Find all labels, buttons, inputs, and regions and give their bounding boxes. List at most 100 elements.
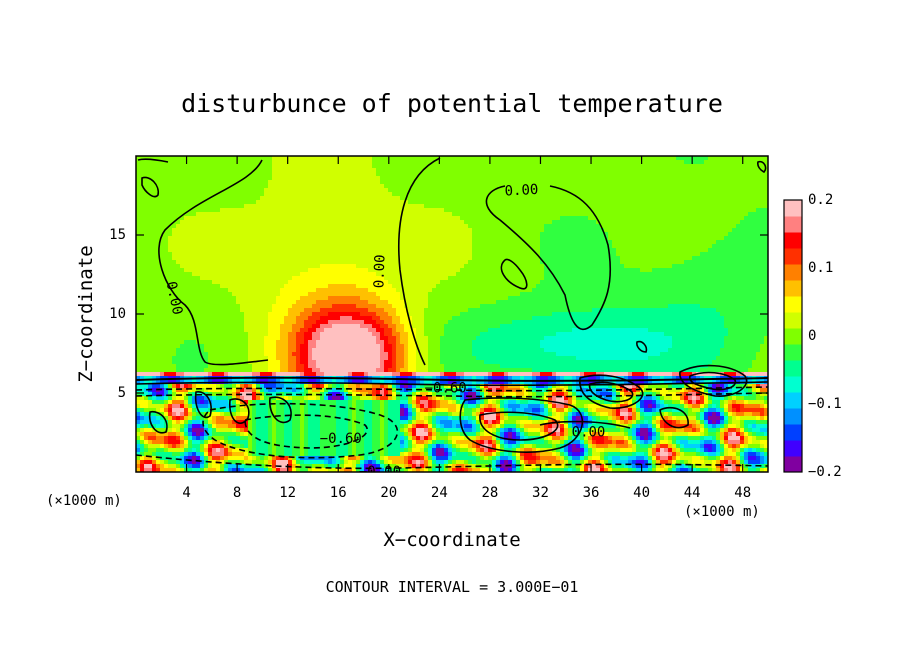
heatmap-cell bbox=[424, 188, 428, 192]
heatmap-cell bbox=[220, 192, 224, 196]
heatmap-cell bbox=[244, 196, 248, 200]
heatmap-cell bbox=[432, 248, 436, 252]
heatmap-cell bbox=[480, 280, 484, 284]
heatmap-cell bbox=[284, 164, 288, 168]
heatmap-cell bbox=[708, 220, 712, 224]
heatmap-cell bbox=[260, 260, 264, 264]
heatmap-cell bbox=[388, 208, 392, 212]
heatmap-cell bbox=[620, 160, 624, 164]
heatmap-cell bbox=[660, 264, 664, 268]
heatmap-cell bbox=[248, 192, 252, 196]
heatmap-cell bbox=[220, 260, 224, 264]
heatmap-cell bbox=[504, 268, 508, 272]
heatmap-cell bbox=[624, 212, 628, 216]
heatmap-cell bbox=[528, 200, 532, 204]
heatmap-cell bbox=[588, 208, 592, 212]
heatmap-cell bbox=[704, 208, 708, 212]
heatmap-cell bbox=[268, 248, 272, 252]
heatmap-cell bbox=[540, 264, 544, 268]
heatmap-cell bbox=[624, 268, 628, 272]
heatmap-cell bbox=[540, 184, 544, 188]
heatmap-cell bbox=[368, 248, 372, 252]
heatmap-cell bbox=[744, 192, 748, 196]
heatmap-cell bbox=[324, 220, 328, 224]
heatmap-cell bbox=[136, 224, 140, 228]
heatmap-cell bbox=[240, 200, 244, 204]
heatmap-cell bbox=[400, 176, 404, 180]
heatmap-cell bbox=[396, 208, 400, 212]
heatmap-cell bbox=[568, 236, 572, 240]
heatmap-cell bbox=[584, 216, 588, 220]
heatmap-cell bbox=[560, 192, 564, 196]
heatmap-cell bbox=[432, 264, 436, 268]
heatmap-cell bbox=[240, 188, 244, 192]
heatmap-cell bbox=[688, 236, 692, 240]
heatmap-cell bbox=[388, 268, 392, 272]
heatmap-cell bbox=[196, 180, 200, 184]
heatmap-cell bbox=[140, 236, 144, 240]
heatmap-cell bbox=[568, 168, 572, 172]
heatmap-cell bbox=[396, 272, 400, 276]
heatmap-cell bbox=[192, 180, 196, 184]
heatmap-cell bbox=[724, 276, 728, 280]
heatmap-cell bbox=[260, 220, 264, 224]
heatmap-cell bbox=[348, 164, 352, 168]
heatmap-cell bbox=[344, 196, 348, 200]
heatmap-cell bbox=[264, 224, 268, 228]
heatmap-cell bbox=[708, 244, 712, 248]
heatmap-cell bbox=[720, 276, 724, 280]
heatmap-cell bbox=[480, 228, 484, 232]
heatmap-cell bbox=[272, 252, 276, 256]
heatmap-cell bbox=[644, 176, 648, 180]
heatmap-cell bbox=[196, 208, 200, 212]
heatmap-cell bbox=[360, 212, 364, 216]
heatmap-cell bbox=[544, 240, 548, 244]
heatmap-cell bbox=[284, 172, 288, 176]
heatmap-cell bbox=[604, 260, 608, 264]
heatmap-cell bbox=[740, 248, 744, 252]
heatmap-cell bbox=[564, 216, 568, 220]
heatmap-cell bbox=[316, 184, 320, 188]
heatmap-cell bbox=[624, 208, 628, 212]
heatmap-cell bbox=[436, 260, 440, 264]
heatmap-cell bbox=[616, 176, 620, 180]
heatmap-cell bbox=[640, 244, 644, 248]
heatmap-cell bbox=[168, 176, 172, 180]
heatmap-cell bbox=[456, 252, 460, 256]
heatmap-cell bbox=[432, 196, 436, 200]
heatmap-cell bbox=[532, 160, 536, 164]
heatmap-cell bbox=[192, 248, 196, 252]
heatmap-cell bbox=[552, 276, 556, 280]
heatmap-cell bbox=[136, 260, 140, 264]
heatmap-cell bbox=[536, 160, 540, 164]
heatmap-cell bbox=[568, 264, 572, 268]
heatmap-cell bbox=[236, 184, 240, 188]
heatmap-cell bbox=[420, 188, 424, 192]
heatmap-cell bbox=[236, 260, 240, 264]
heatmap-cell bbox=[388, 232, 392, 236]
heatmap-cell bbox=[304, 252, 308, 256]
heatmap-cell bbox=[484, 208, 488, 212]
heatmap-cell bbox=[304, 212, 308, 216]
heatmap-cell bbox=[624, 176, 628, 180]
heatmap-cell bbox=[572, 276, 576, 280]
heatmap-cell bbox=[600, 168, 604, 172]
heatmap-cell bbox=[460, 252, 464, 256]
heatmap-cell bbox=[676, 240, 680, 244]
heatmap-cell bbox=[184, 196, 188, 200]
heatmap-cell bbox=[292, 236, 296, 240]
heatmap-cell bbox=[568, 248, 572, 252]
heatmap-cell bbox=[356, 264, 360, 268]
heatmap-cell bbox=[208, 160, 212, 164]
heatmap-cell bbox=[656, 224, 660, 228]
heatmap-cell bbox=[252, 252, 256, 256]
heatmap-cell bbox=[416, 248, 420, 252]
heatmap-cell bbox=[200, 272, 204, 276]
heatmap-cell bbox=[324, 180, 328, 184]
heatmap-cell bbox=[308, 228, 312, 232]
heatmap-cell bbox=[588, 156, 592, 160]
heatmap-cell bbox=[720, 192, 724, 196]
heatmap-cell bbox=[592, 200, 596, 204]
heatmap-cell bbox=[552, 268, 556, 272]
heatmap-cell bbox=[232, 276, 236, 280]
